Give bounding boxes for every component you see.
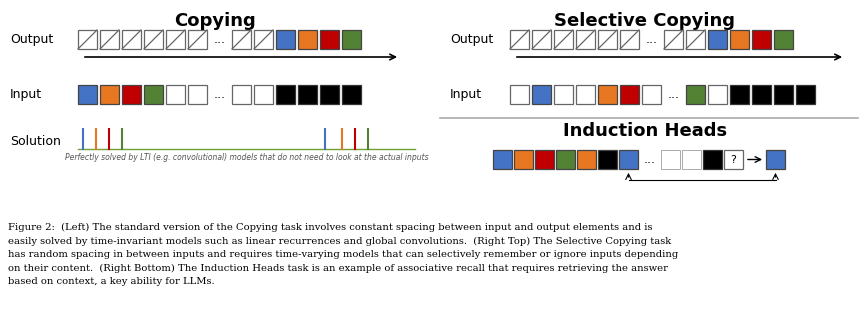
Bar — [232, 85, 251, 104]
Text: Selective Copying: Selective Copying — [554, 12, 735, 30]
Bar — [276, 85, 295, 104]
Text: Input: Input — [450, 88, 482, 101]
Bar — [556, 150, 575, 169]
Bar — [122, 85, 141, 104]
Bar — [796, 85, 815, 104]
Bar — [554, 30, 573, 49]
Bar — [166, 85, 185, 104]
Bar — [686, 30, 705, 49]
Bar — [514, 150, 533, 169]
Bar — [532, 30, 551, 49]
Bar — [298, 85, 317, 104]
Bar — [493, 150, 512, 169]
Text: Induction Heads: Induction Heads — [563, 122, 727, 140]
Text: ...: ... — [214, 33, 226, 46]
Text: Perfectly solved by LTI (e.g. convolutional) models that do not need to look at : Perfectly solved by LTI (e.g. convolutio… — [65, 153, 428, 162]
Bar — [276, 30, 295, 49]
Text: ?: ? — [731, 155, 736, 165]
Bar — [642, 85, 661, 104]
Bar — [78, 85, 97, 104]
Text: ...: ... — [643, 153, 655, 166]
Bar — [708, 85, 727, 104]
Bar — [232, 30, 251, 49]
Text: ...: ... — [646, 33, 658, 46]
Bar — [774, 30, 793, 49]
Bar — [730, 30, 749, 49]
Bar — [100, 85, 119, 104]
Bar — [144, 85, 163, 104]
Bar — [510, 85, 529, 104]
Bar — [554, 85, 573, 104]
Text: on their content.  (Right Bottom) The Induction Heads task is an example of asso: on their content. (Right Bottom) The Ind… — [8, 263, 668, 273]
Bar — [752, 85, 771, 104]
Text: ...: ... — [214, 88, 226, 101]
Bar — [298, 30, 317, 49]
Bar — [766, 150, 785, 169]
Bar — [320, 30, 339, 49]
Bar — [598, 85, 617, 104]
Bar — [342, 30, 361, 49]
Bar — [598, 30, 617, 49]
Bar — [320, 85, 339, 104]
Text: based on context, a key ability for LLMs.: based on context, a key ability for LLMs… — [8, 277, 214, 286]
Text: Input: Input — [10, 88, 42, 101]
Bar — [774, 85, 793, 104]
Bar — [576, 85, 595, 104]
Bar — [708, 30, 727, 49]
Text: has random spacing in between inputs and requires time-varying models that can s: has random spacing in between inputs and… — [8, 250, 678, 259]
Bar — [122, 30, 141, 49]
Text: Copying: Copying — [174, 12, 256, 30]
Bar — [730, 85, 749, 104]
Bar — [664, 30, 683, 49]
Bar — [620, 30, 639, 49]
Bar — [254, 30, 273, 49]
Bar — [166, 30, 185, 49]
Text: Output: Output — [450, 33, 493, 46]
Bar — [619, 150, 638, 169]
Bar — [703, 150, 722, 169]
Bar — [510, 30, 529, 49]
Bar — [254, 85, 273, 104]
Bar — [577, 150, 596, 169]
Bar — [752, 30, 771, 49]
Text: Output: Output — [10, 33, 53, 46]
Text: Figure 2:  (Left) The standard version of the Copying task involves constant spa: Figure 2: (Left) The standard version of… — [8, 223, 653, 232]
Bar — [535, 150, 554, 169]
Bar — [144, 30, 163, 49]
Text: Solution: Solution — [10, 135, 61, 147]
Bar — [576, 30, 595, 49]
Bar — [686, 85, 705, 104]
Bar — [661, 150, 680, 169]
Bar — [598, 150, 617, 169]
Bar — [188, 85, 207, 104]
Bar — [342, 85, 361, 104]
Bar — [100, 30, 119, 49]
Bar — [682, 150, 701, 169]
Text: ...: ... — [667, 88, 679, 101]
Bar — [620, 85, 639, 104]
Text: easily solved by time-invariant models such as linear recurrences and global con: easily solved by time-invariant models s… — [8, 236, 672, 246]
Bar — [78, 30, 97, 49]
Bar — [188, 30, 207, 49]
Bar — [532, 85, 551, 104]
Bar — [724, 150, 743, 169]
